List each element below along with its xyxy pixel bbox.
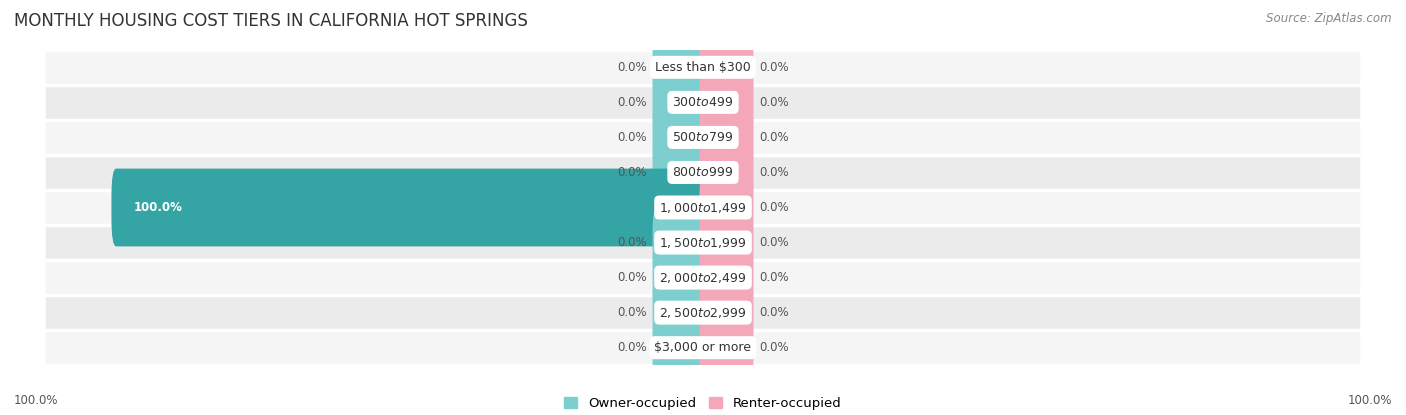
FancyBboxPatch shape — [46, 190, 1360, 225]
FancyBboxPatch shape — [46, 50, 1360, 85]
FancyBboxPatch shape — [46, 295, 1360, 330]
FancyBboxPatch shape — [699, 211, 754, 274]
FancyBboxPatch shape — [46, 330, 1360, 365]
FancyBboxPatch shape — [699, 141, 754, 204]
Text: $2,000 to $2,499: $2,000 to $2,499 — [659, 271, 747, 285]
FancyBboxPatch shape — [46, 260, 1360, 295]
Legend: Owner-occupied, Renter-occupied: Owner-occupied, Renter-occupied — [560, 392, 846, 415]
FancyBboxPatch shape — [652, 35, 707, 99]
Text: 0.0%: 0.0% — [617, 166, 647, 179]
FancyBboxPatch shape — [699, 316, 754, 380]
Text: 0.0%: 0.0% — [617, 236, 647, 249]
Text: $300 to $499: $300 to $499 — [672, 96, 734, 109]
FancyBboxPatch shape — [652, 211, 707, 274]
FancyBboxPatch shape — [652, 281, 707, 344]
Text: 0.0%: 0.0% — [617, 306, 647, 319]
Text: $1,000 to $1,499: $1,000 to $1,499 — [659, 200, 747, 215]
FancyBboxPatch shape — [699, 176, 754, 239]
Text: 0.0%: 0.0% — [759, 341, 789, 354]
Text: $1,500 to $1,999: $1,500 to $1,999 — [659, 236, 747, 249]
FancyBboxPatch shape — [46, 225, 1360, 260]
FancyBboxPatch shape — [652, 246, 707, 310]
Text: 0.0%: 0.0% — [759, 166, 789, 179]
Text: Less than $300: Less than $300 — [655, 61, 751, 74]
Text: $800 to $999: $800 to $999 — [672, 166, 734, 179]
Text: 100.0%: 100.0% — [1347, 394, 1392, 407]
Text: 0.0%: 0.0% — [759, 201, 789, 214]
FancyBboxPatch shape — [699, 105, 754, 169]
FancyBboxPatch shape — [699, 281, 754, 344]
Text: $500 to $799: $500 to $799 — [672, 131, 734, 144]
Text: 0.0%: 0.0% — [617, 131, 647, 144]
FancyBboxPatch shape — [46, 120, 1360, 155]
Text: 100.0%: 100.0% — [134, 201, 183, 214]
Text: 0.0%: 0.0% — [759, 131, 789, 144]
Text: 0.0%: 0.0% — [759, 271, 789, 284]
Text: 0.0%: 0.0% — [617, 96, 647, 109]
FancyBboxPatch shape — [46, 85, 1360, 120]
Text: 0.0%: 0.0% — [617, 61, 647, 74]
FancyBboxPatch shape — [652, 316, 707, 380]
FancyBboxPatch shape — [652, 105, 707, 169]
FancyBboxPatch shape — [699, 35, 754, 99]
Text: MONTHLY HOUSING COST TIERS IN CALIFORNIA HOT SPRINGS: MONTHLY HOUSING COST TIERS IN CALIFORNIA… — [14, 12, 527, 30]
Text: 0.0%: 0.0% — [759, 96, 789, 109]
Text: 0.0%: 0.0% — [759, 306, 789, 319]
Text: $3,000 or more: $3,000 or more — [655, 341, 751, 354]
FancyBboxPatch shape — [111, 168, 707, 247]
FancyBboxPatch shape — [652, 141, 707, 204]
FancyBboxPatch shape — [46, 155, 1360, 190]
FancyBboxPatch shape — [699, 71, 754, 134]
FancyBboxPatch shape — [699, 246, 754, 310]
Text: 0.0%: 0.0% — [759, 236, 789, 249]
Text: $2,500 to $2,999: $2,500 to $2,999 — [659, 305, 747, 320]
Text: 0.0%: 0.0% — [617, 271, 647, 284]
Text: 0.0%: 0.0% — [617, 341, 647, 354]
Text: 0.0%: 0.0% — [759, 61, 789, 74]
FancyBboxPatch shape — [652, 71, 707, 134]
Text: 100.0%: 100.0% — [14, 394, 59, 407]
Text: Source: ZipAtlas.com: Source: ZipAtlas.com — [1267, 12, 1392, 25]
